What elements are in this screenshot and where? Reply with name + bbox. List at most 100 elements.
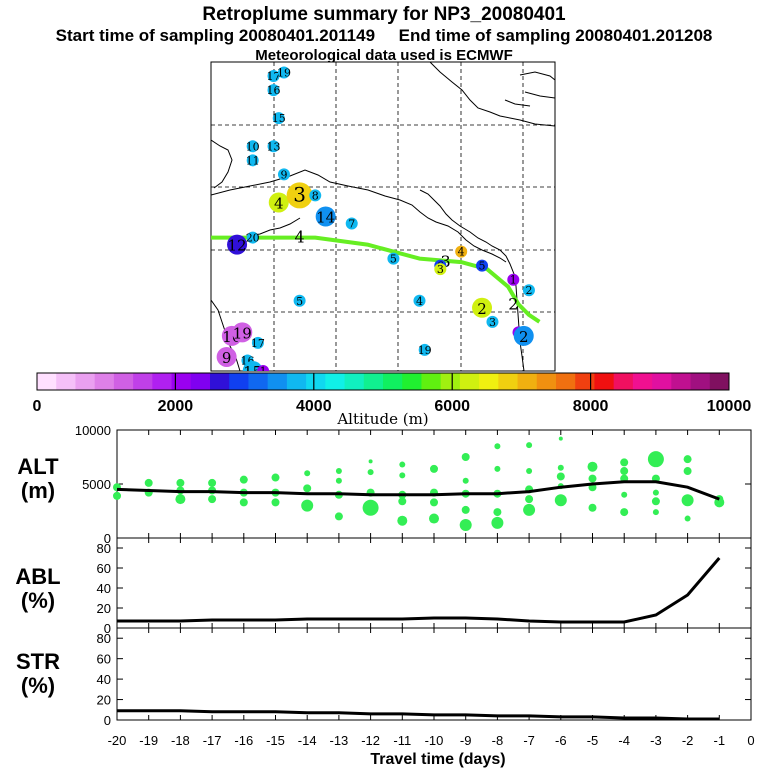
map-cluster-dot [232,322,253,343]
alt-cluster-dot [429,513,439,524]
map-cluster-dot [257,365,270,371]
x-tick-label: -12 [361,733,380,748]
str-ylabel-text: STR (%) [16,649,60,698]
alt-cluster-dot [557,464,564,471]
alt-cluster-dot [208,495,217,504]
map-cluster-label: 2 [519,328,529,346]
map-cluster-label: 3 [293,182,306,206]
colorbar-swatch [286,373,307,390]
x-tick-label: -13 [330,733,349,748]
alt-cluster-dot [430,498,438,507]
abl-panel-ylabel: ABL (%) [8,565,68,613]
colorbar-tick-label: 6000 [434,398,470,415]
map-cluster-label: 3 [489,316,496,329]
colorbar-swatch [632,373,653,390]
alt-cluster-dot [430,464,438,473]
map-cluster-dot [267,140,280,153]
x-tick-label: -4 [618,733,630,748]
map-cluster-label: 4 [274,194,284,212]
y-tick-label: 60 [97,652,111,667]
track-day-label: 2 [508,294,518,313]
map-cluster-dot [277,168,290,181]
colorbar-swatch [363,373,384,390]
colorbar-swatch [210,373,230,390]
alt-cluster-dot [304,470,311,477]
alt-cluster-dot [462,477,469,484]
map-cluster-dot [286,182,313,209]
alt-cluster-dot [208,478,217,487]
map-cluster-dot [227,234,248,255]
x-tick-label: -15 [266,733,285,748]
alt-cluster-dot [459,519,472,532]
abl-ylabel-text: ABL (%) [15,564,61,613]
colorbar-tick-label: 8000 [573,398,609,415]
alt-cluster-dot [362,499,379,516]
map-cluster-dot [418,343,431,356]
coastline-arctic [429,62,555,127]
alt-cluster-dot [621,491,628,498]
map-cluster-label: 16 [267,84,281,97]
map-cluster-label: 14 [316,209,335,227]
x-tick-label: -6 [555,733,567,748]
map-cluster-label: 13 [267,140,281,153]
map-cluster-label: 7 [348,218,355,231]
colorbar-tick-label: 10000 [707,398,752,415]
alt-cluster-dot [176,478,185,487]
map-cluster-label: 5 [296,295,303,308]
map-cluster-label: 1 [510,274,517,287]
alt-cluster-dot [239,498,248,507]
x-tick-label: -7 [523,733,535,748]
alt-cluster-dot [587,461,598,472]
map-cluster-label: 12 [228,237,247,255]
colorbar-swatch [229,373,249,390]
alt-cluster-dot [144,478,153,487]
colorbar-swatch [190,373,211,390]
met-data-note: Meteorological data used is ECMWF [255,47,513,64]
map-cluster-dot [246,140,259,153]
map-cluster-dot [413,294,426,307]
map-cluster-dot [476,259,489,272]
alt-cluster-dot [684,515,691,522]
colorbar-swatch [459,373,480,390]
colorbar-swatch [383,373,403,390]
alt-cluster-dot [652,509,659,516]
colorbar-swatch [113,373,134,390]
colorbar-swatch [94,373,115,390]
colorbar-swatch [306,373,326,390]
map-cluster-label: 20 [246,232,260,245]
x-tick-label: -2 [682,733,694,748]
alt-cluster-dot [494,443,501,450]
alt-cluster-dot [398,497,407,506]
colorbar-swatch [267,373,288,390]
colorbar-swatch [498,373,519,390]
map-cluster-label: 1 [260,365,267,378]
map-cluster-label: 17 [251,337,265,350]
x-tick-label: -3 [650,733,662,748]
alt-cluster-dot [368,459,373,464]
alt-cluster-dot [525,495,534,504]
str-line [117,709,720,721]
map-cluster-dot [272,112,285,125]
alt-mean-line [116,480,720,501]
y-tick-label: 20 [97,693,111,708]
alt-cluster-dot [493,508,502,517]
alt-cluster-dot [303,484,312,493]
x-axis-label: Travel time (days) [370,751,505,768]
map-cluster-dot [455,245,468,258]
y-tick-label: 0 [104,621,111,636]
mean-trajectory-line [211,235,541,324]
map-cluster-label: 11 [246,154,260,167]
colorbar-swatch [556,373,576,390]
map-cluster-label: 19 [418,344,432,357]
x-tick-label: -8 [492,733,504,748]
alt-cluster-dot [175,494,186,505]
x-tick-label: 0 [747,733,754,748]
alt-cluster-dot [461,505,470,514]
y-tick-label: 5000 [82,477,111,492]
y-tick-label: 60 [97,561,111,576]
x-tick-label: -9 [460,733,472,748]
alt-cluster-dot [620,508,629,517]
map-cluster-dot [246,231,259,244]
map-cluster-label: 9 [280,168,287,181]
